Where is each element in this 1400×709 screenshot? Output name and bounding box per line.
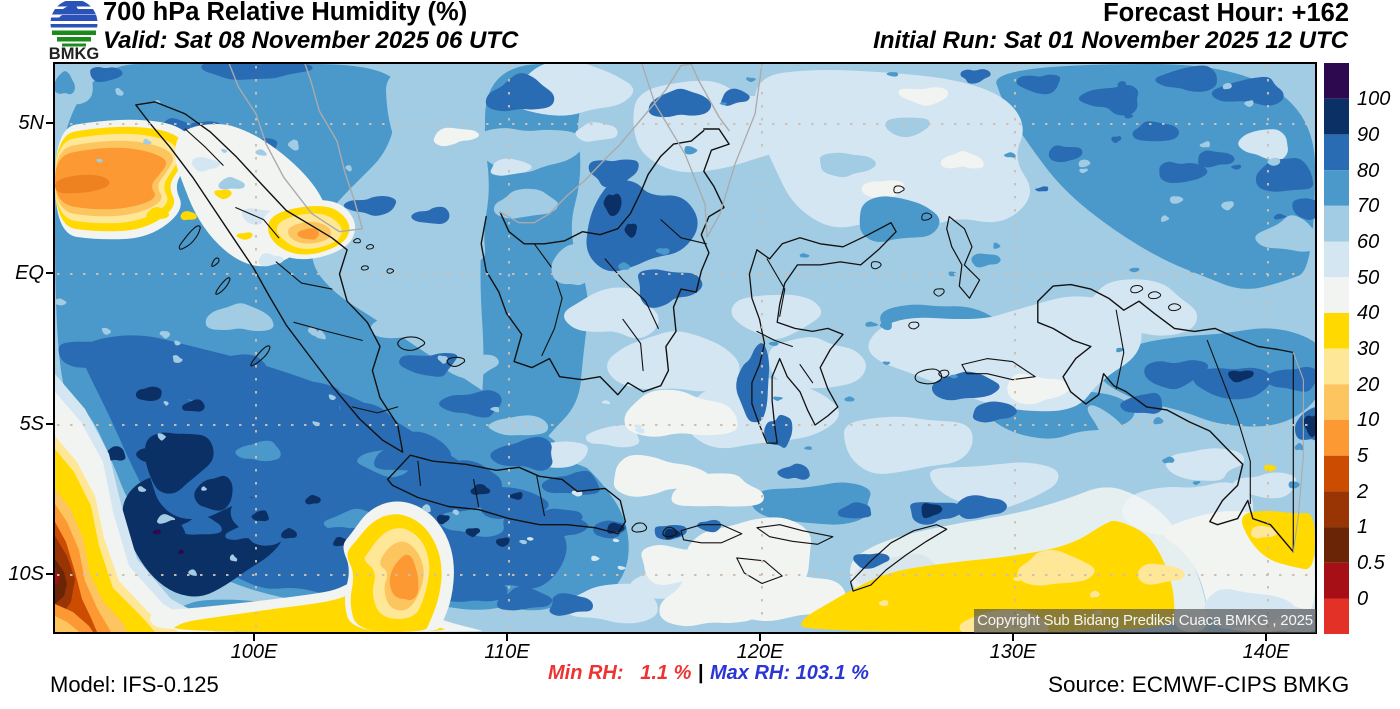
svg-text:BMKG: BMKG [49,45,99,61]
